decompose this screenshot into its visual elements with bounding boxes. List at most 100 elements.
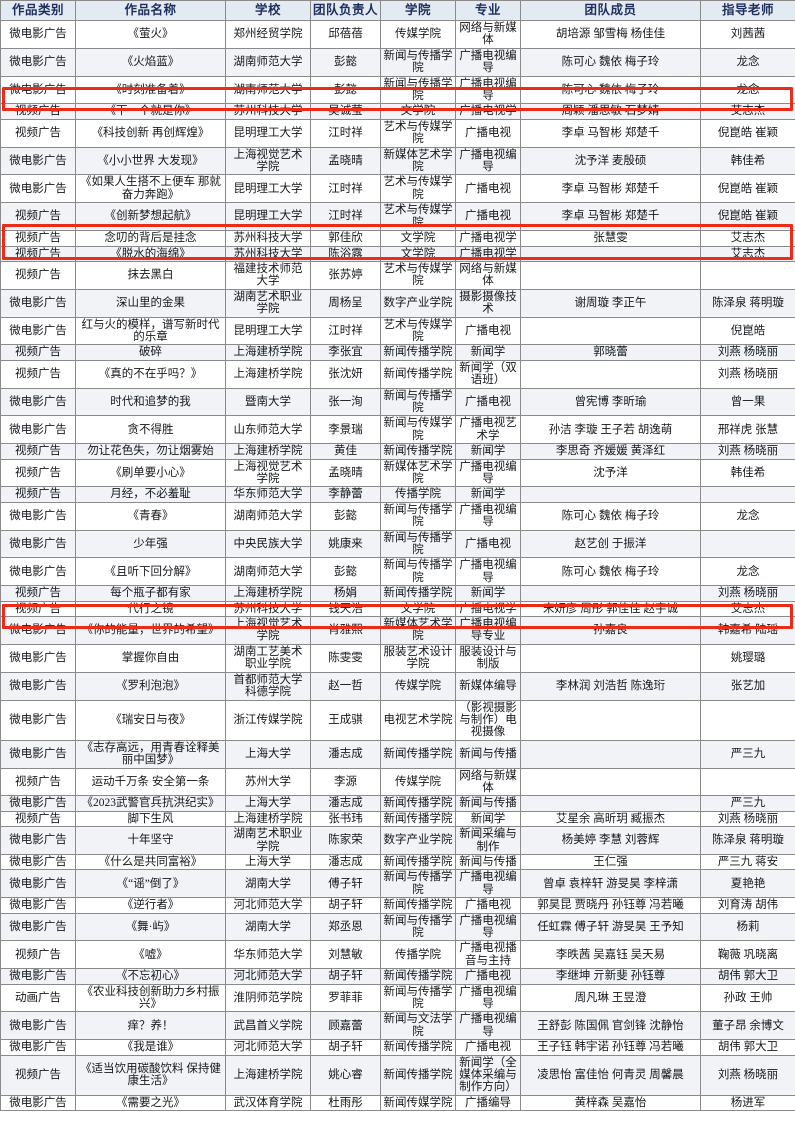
- cell-major[interactable]: 网络与新媒体: [455, 20, 521, 49]
- cell-category[interactable]: 视频广告: [0, 940, 76, 970]
- cell-major[interactable]: 新闻学（双语班）: [455, 359, 521, 389]
- cell-school[interactable]: 湖南艺术职业学院: [225, 826, 311, 855]
- cell-category[interactable]: 微电影广告: [0, 1011, 76, 1041]
- cell-major[interactable]: 广播电视: [455, 1039, 521, 1056]
- cell-category[interactable]: 视频广告: [0, 230, 76, 247]
- cell-major[interactable]: 广播电视学: [455, 600, 521, 618]
- cell-school[interactable]: 苏州科技大学: [225, 245, 311, 262]
- cell-major[interactable]: 广播电视编导: [455, 458, 521, 488]
- cell-members[interactable]: 周颖 潘思敏 石梦婧: [520, 103, 701, 120]
- column-header-college[interactable]: 学院: [380, 0, 456, 21]
- cell-category[interactable]: 微电影广告: [0, 897, 76, 914]
- cell-college[interactable]: 文学院: [380, 600, 456, 618]
- table-row[interactable]: 微电影广告 《瑞安日与夜》 浙江传媒学院 王成骐 电视艺术学院 （影视摄影与制作）电视摄像: [0, 699, 795, 741]
- cell-leader[interactable]: 陈家荣: [310, 826, 381, 855]
- cell-members[interactable]: 李思奇 齐媛媛 黄泽红: [520, 443, 701, 460]
- cell-members[interactable]: [520, 739, 701, 769]
- cell-college[interactable]: 新闻传播学院: [380, 1039, 456, 1056]
- cell-advisor[interactable]: 刘燕 杨晓丽: [700, 810, 795, 828]
- cell-category[interactable]: 微电影广告: [0, 1094, 76, 1112]
- cell-leader[interactable]: 周杨呈: [310, 288, 381, 318]
- cell-members[interactable]: 李昳茜 吴嘉钰 吴天易: [520, 940, 701, 970]
- cell-major[interactable]: 新闻采编与制作: [455, 826, 521, 855]
- cell-leader[interactable]: 李张宜: [310, 344, 381, 361]
- cell-members[interactable]: 孙洁 李璇 王子若 胡逸萌: [520, 415, 701, 445]
- cell-advisor[interactable]: 倪崑皓: [700, 316, 795, 346]
- table-row[interactable]: 微电影广告 《且听下回分解》 湖南师范大学 彭懿 新闻与传播学院 广播电视编导 陈可心 魏依…: [0, 557, 795, 587]
- cell-leader[interactable]: 胡子轩: [310, 897, 381, 914]
- cell-college[interactable]: 新闻传播学院: [380, 443, 456, 460]
- table-row[interactable]: 视频广告 《嘘》 华东师范大学 刘慧敏 传播学院 广播电视播音与主持 李昳茜 吴嘉钰 吴天易…: [0, 940, 795, 970]
- cell-advisor[interactable]: 韩佳希: [700, 458, 795, 488]
- table-row[interactable]: 微电影广告 《时刻准备着》 湖南师范大学 彭懿 新闻与传播学院 广播电视编导 陈可心 魏依 …: [0, 75, 795, 105]
- cell-leader[interactable]: 赵一哲: [310, 671, 381, 701]
- cell-major[interactable]: 广播电视: [455, 387, 521, 417]
- cell-category[interactable]: 微电影广告: [0, 174, 76, 204]
- cell-college[interactable]: 数字产业学院: [380, 826, 456, 855]
- cell-advisor[interactable]: 艾志杰: [700, 230, 795, 247]
- cell-members[interactable]: 王舒彭 陈国佩 官剑锋 沈静怡: [520, 1011, 701, 1041]
- cell-leader[interactable]: 杜雨彤: [310, 1094, 381, 1112]
- cell-leader[interactable]: 张沈妍: [310, 359, 381, 389]
- cell-advisor[interactable]: 韩嘉希 陆瑶: [700, 616, 795, 645]
- cell-major[interactable]: 新闻学: [455, 585, 521, 602]
- table-row[interactable]: 微电影广告 《舞·屿》 湖南大学 郑丞恩 新闻与传播学院 广播电视编导 任虹霖 傅子轩 游旻…: [0, 912, 795, 942]
- cell-category[interactable]: 视频广告: [0, 359, 76, 389]
- cell-category[interactable]: 微电影广告: [0, 146, 76, 176]
- cell-leader[interactable]: 彭懿: [310, 75, 381, 105]
- cell-leader[interactable]: 姚心睿: [310, 1054, 381, 1096]
- cell-college[interactable]: 新闻与传播学院: [380, 869, 456, 899]
- cell-advisor[interactable]: [700, 699, 795, 741]
- cell-advisor[interactable]: 陈泽泉 蒋明璇: [700, 288, 795, 318]
- cell-advisor[interactable]: 艾志杰: [700, 245, 795, 262]
- cell-advisor[interactable]: 刘燕 杨晓丽: [700, 585, 795, 602]
- cell-leader[interactable]: 李源: [310, 767, 381, 797]
- cell-category[interactable]: 微电影广告: [0, 387, 76, 417]
- cell-title[interactable]: 时代和追梦的我: [75, 387, 226, 417]
- cell-school[interactable]: 武昌首义学院: [225, 1011, 311, 1041]
- cell-school[interactable]: 湖南大学: [225, 869, 311, 899]
- cell-advisor[interactable]: 曾一果: [700, 387, 795, 417]
- cell-members[interactable]: 胡培源 邹雪梅 杨佳佳: [520, 20, 701, 49]
- cell-leader[interactable]: 钱天浩: [310, 600, 381, 618]
- cell-leader[interactable]: 姚康来: [310, 529, 381, 559]
- cell-school[interactable]: 中央民族大学: [225, 529, 311, 559]
- cell-members[interactable]: 沈予洋 麦殷硕: [520, 146, 701, 176]
- cell-college[interactable]: 服装艺术设计学院: [380, 643, 456, 673]
- cell-advisor[interactable]: 严三九: [700, 795, 795, 812]
- table-row[interactable]: 视频广告 《下一个就是你》 苏州科技大学 吴诚莹 文学院 广播电视学 周颖 潘思敏 石梦婧艾…: [0, 103, 795, 120]
- cell-leader[interactable]: 郑丞恩: [310, 912, 381, 942]
- cell-title[interactable]: 月经，不必羞耻: [75, 486, 226, 503]
- column-header-members[interactable]: 团队成员: [520, 0, 701, 21]
- cell-members[interactable]: 谢周璇 李正午: [520, 288, 701, 318]
- table-row[interactable]: 微电影广告 《火焰蓝》 湖南师范大学 彭懿 新闻与传播学院 广播电视编导 陈可心 魏依 梅子…: [0, 47, 795, 77]
- cell-college[interactable]: 新闻传播学院: [380, 344, 456, 361]
- cell-advisor[interactable]: 孙政 王帅: [700, 983, 795, 1013]
- cell-major[interactable]: 摄影摄像技术: [455, 288, 521, 318]
- table-row[interactable]: 动画广告 《农业科技创新助力乡村振兴》 淮阴师范学院 罗菲菲 新闻与传播学院 广播电视编导…: [0, 983, 795, 1013]
- table-row[interactable]: 视频广告 代行之镜 苏州科技大学 钱天浩 文学院 广播电视学 宋妍彦 周彤 郭佳佳 赵宇诚艾…: [0, 600, 795, 618]
- cell-school[interactable]: 上海视觉艺术学院: [225, 146, 311, 176]
- cell-title[interactable]: 《脱水的海绵》: [75, 245, 226, 262]
- cell-category[interactable]: 微电影广告: [0, 671, 76, 701]
- cell-advisor[interactable]: 胡伟 郭大卫: [700, 968, 795, 985]
- column-header-school[interactable]: 学校: [225, 0, 311, 21]
- column-header-advisor[interactable]: 指导老师: [700, 0, 795, 21]
- cell-title[interactable]: 《什么是共同富裕》: [75, 853, 226, 871]
- cell-advisor[interactable]: 龙念: [700, 47, 795, 77]
- cell-category[interactable]: 视频广告: [0, 486, 76, 503]
- table-row[interactable]: 微电影广告 时代和追梦的我 暨南大学 张一洵 新闻与传播学院 广播电视 曾宪博 李昕瑜 曾一果: [0, 387, 795, 417]
- cell-title[interactable]: 深山里的金果: [75, 288, 226, 318]
- column-header-category[interactable]: 作品类别: [0, 0, 76, 21]
- cell-college[interactable]: 新闻与传播学院: [380, 75, 456, 105]
- cell-category[interactable]: 微电影广告: [0, 1039, 76, 1056]
- cell-major[interactable]: 广播电视学: [455, 245, 521, 262]
- cell-school[interactable]: 湖南师范大学: [225, 501, 311, 531]
- table-row[interactable]: 微电影广告 《罗利泡泡》 首都师范大学科德学院 赵一哲 传媒学院 新媒体编导 李林润 刘浩哲…: [0, 671, 795, 701]
- table-row[interactable]: 视频广告 《创新梦想起航》 昆明理工大学 江时祥 艺术与传媒学院 广播电视 李卓 马智彬 郑…: [0, 202, 795, 232]
- cell-leader[interactable]: 陈雯雯: [310, 643, 381, 673]
- cell-college[interactable]: 文学院: [380, 103, 456, 120]
- cell-school[interactable]: 武汉体育学院: [225, 1094, 311, 1112]
- cell-members[interactable]: 曾宪博 李昕瑜: [520, 387, 701, 417]
- cell-advisor[interactable]: 姚璎璐: [700, 643, 795, 673]
